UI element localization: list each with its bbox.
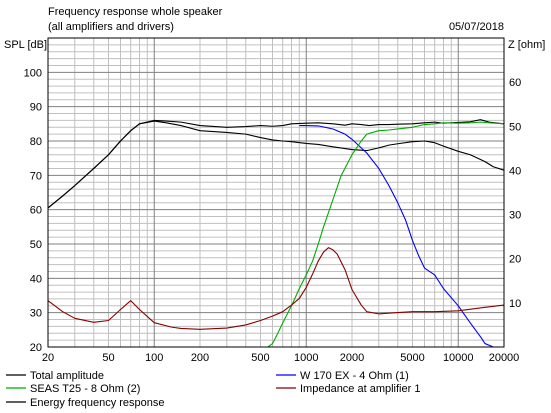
series-line <box>299 125 504 348</box>
series-line <box>47 120 505 209</box>
y-tick-label: 80 <box>30 136 42 148</box>
plot-frame <box>47 37 505 348</box>
y2-axis-label: Z [ohm] <box>508 39 545 51</box>
legend-label: Total amplitude <box>30 370 104 382</box>
y2-tick-label: 40 <box>509 165 521 177</box>
y2-tick-label: 10 <box>509 298 521 310</box>
x-tick-label: 200 <box>191 352 209 364</box>
y2-tick-label: 20 <box>509 254 521 266</box>
y-tick-label: 100 <box>24 67 42 79</box>
chart-date: 05/07/2018 <box>449 21 504 33</box>
x-tick-label: 20000 <box>489 352 520 364</box>
legend-label: Impedance at amplifier 1 <box>300 383 420 395</box>
y-tick-label: 70 <box>30 170 42 182</box>
x-tick-label: 10000 <box>443 352 474 364</box>
legend-label: Energy frequency response <box>30 397 165 409</box>
y-axis-label: SPL [dB] <box>4 39 47 51</box>
x-tick-label: 2000 <box>340 352 364 364</box>
chart-subtitle: (all amplifiers and drivers) <box>48 21 174 33</box>
chart-title: Frequency response whole speaker <box>48 6 223 18</box>
y-tick-label: 90 <box>30 102 42 114</box>
x-tick-label: 100 <box>145 352 163 364</box>
x-tick-label: 5000 <box>400 352 424 364</box>
series-line <box>47 119 505 209</box>
x-tick-label: 500 <box>251 352 269 364</box>
y2-tick-label: 30 <box>509 210 521 222</box>
x-tick-label: 1000 <box>294 352 318 364</box>
legend-label: SEAS T25 - 8 Ohm (2) <box>30 383 140 395</box>
y-tick-label: 50 <box>30 239 42 251</box>
series-line <box>48 121 505 348</box>
y-tick-label: 40 <box>30 273 42 285</box>
y2-tick-label: 60 <box>509 77 521 89</box>
y-tick-label: 20 <box>30 342 42 354</box>
series-line <box>47 247 505 330</box>
x-tick-label: 50 <box>102 352 114 364</box>
x-tick-label: 20 <box>42 352 54 364</box>
y2-tick-label: 50 <box>509 121 521 133</box>
y-tick-label: 30 <box>30 308 42 320</box>
y-tick-label: 60 <box>30 205 42 217</box>
legend-label: W 170 EX - 4 Ohm (1) <box>300 370 409 382</box>
